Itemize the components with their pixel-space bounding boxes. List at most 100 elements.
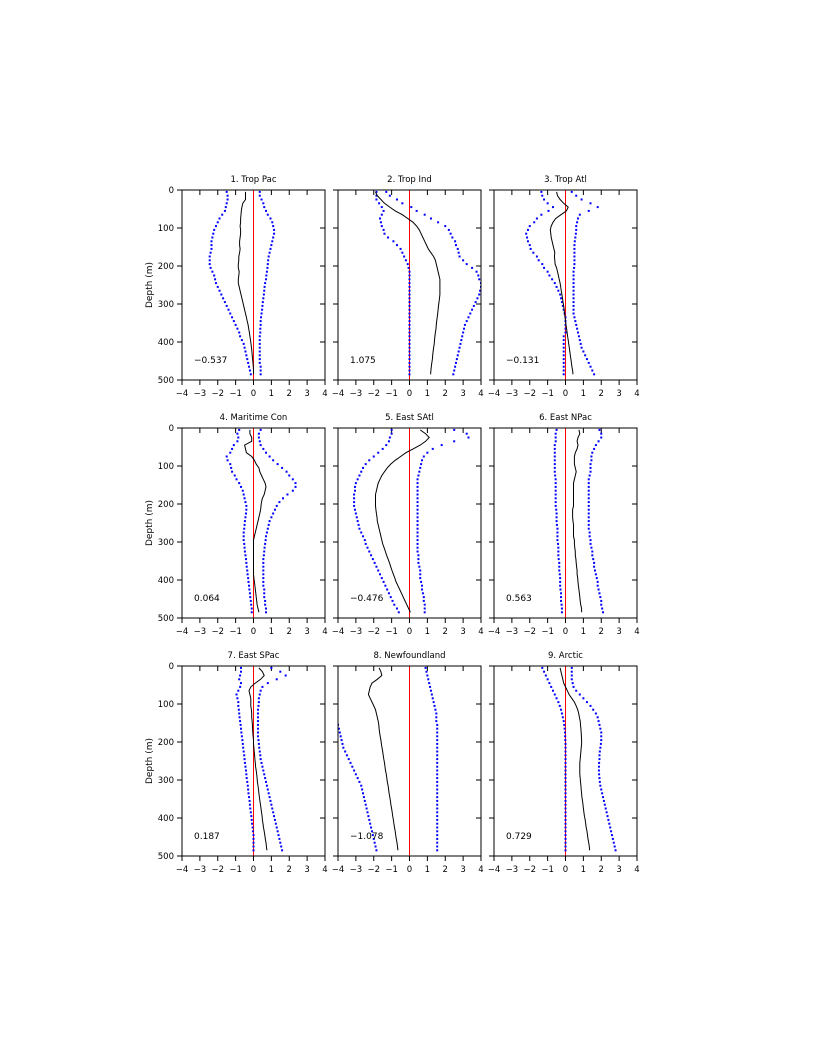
x-tick-label: 1 bbox=[581, 627, 586, 637]
data-point-lower bbox=[560, 607, 563, 610]
data-point-lower bbox=[564, 784, 567, 787]
data-point-upper bbox=[263, 289, 266, 292]
data-point-lower bbox=[564, 837, 567, 840]
data-point-upper bbox=[436, 731, 439, 734]
data-point-upper bbox=[477, 274, 480, 277]
series-lower-dots bbox=[235, 666, 255, 852]
data-point-lower bbox=[554, 504, 557, 507]
x-tick-label: −4 bbox=[176, 627, 189, 637]
data-point-upper bbox=[256, 731, 259, 734]
data-point-lower bbox=[243, 761, 246, 764]
data-point-lower bbox=[238, 331, 241, 334]
data-point-upper bbox=[572, 297, 575, 300]
data-point-upper bbox=[264, 599, 267, 602]
data-point-lower bbox=[408, 365, 411, 368]
data-point-lower bbox=[544, 674, 547, 677]
data-point-lower bbox=[358, 780, 361, 783]
x-tick-label: −4 bbox=[488, 627, 501, 637]
data-point-lower bbox=[370, 554, 373, 557]
data-point-lower bbox=[237, 708, 240, 711]
data-point-lower bbox=[356, 777, 359, 780]
data-point-lower bbox=[249, 596, 252, 599]
data-point-upper bbox=[573, 266, 576, 269]
data-point-lower bbox=[554, 497, 557, 500]
data-point-upper bbox=[256, 727, 259, 730]
data-point-lower bbox=[543, 266, 546, 269]
data-point-upper bbox=[572, 685, 575, 688]
x-tick-label: 1 bbox=[581, 865, 586, 875]
data-point-upper bbox=[425, 670, 428, 673]
data-point-lower bbox=[218, 217, 221, 220]
data-point-upper bbox=[269, 217, 272, 220]
data-point-lower bbox=[554, 436, 557, 439]
data-point-upper bbox=[614, 849, 617, 852]
data-point-upper bbox=[587, 209, 590, 212]
data-point-upper bbox=[444, 225, 447, 228]
data-point-upper bbox=[570, 670, 573, 673]
data-point-upper bbox=[436, 788, 439, 791]
data-point-lower bbox=[354, 512, 357, 515]
data-point-upper bbox=[262, 293, 265, 296]
data-point-lower bbox=[397, 611, 400, 614]
data-point-upper bbox=[284, 674, 287, 677]
data-point-lower bbox=[564, 327, 567, 330]
x-tick-label: −3 bbox=[194, 627, 207, 637]
data-point-lower bbox=[375, 565, 378, 568]
data-point-upper bbox=[257, 739, 260, 742]
panel-frame bbox=[337, 665, 482, 857]
data-point-lower bbox=[368, 459, 371, 462]
data-point-upper bbox=[259, 428, 262, 431]
data-point-lower bbox=[248, 799, 251, 802]
data-point-upper bbox=[575, 225, 578, 228]
data-point-upper bbox=[572, 308, 575, 311]
data-point-upper bbox=[479, 289, 481, 292]
x-tick-label: 0 bbox=[407, 865, 412, 875]
data-point-lower bbox=[555, 697, 558, 700]
data-point-upper bbox=[574, 320, 577, 323]
data-point-lower bbox=[379, 573, 382, 576]
data-point-upper bbox=[266, 213, 269, 216]
data-point-lower bbox=[555, 508, 558, 511]
data-point-lower bbox=[408, 346, 411, 349]
x-tick-label: −4 bbox=[176, 389, 189, 399]
data-point-upper bbox=[436, 723, 439, 726]
data-point-lower bbox=[249, 373, 252, 376]
y-tick-label: 100 bbox=[158, 224, 174, 234]
data-point-lower bbox=[559, 588, 562, 591]
data-point-lower bbox=[211, 236, 214, 239]
data-point-lower bbox=[380, 206, 383, 209]
panel-annotation: 1.075 bbox=[350, 356, 376, 366]
data-point-lower bbox=[555, 428, 558, 431]
data-point-upper bbox=[416, 512, 419, 515]
data-point-lower bbox=[210, 244, 213, 247]
data-point-lower bbox=[247, 788, 250, 791]
series-mean-line bbox=[244, 429, 267, 613]
data-point-lower bbox=[213, 274, 216, 277]
data-point-lower bbox=[245, 777, 248, 780]
data-point-upper bbox=[436, 803, 439, 806]
data-point-upper bbox=[273, 815, 276, 818]
panel-frame bbox=[181, 427, 326, 619]
data-point-upper bbox=[454, 240, 457, 243]
data-point-upper bbox=[272, 811, 275, 814]
data-point-upper bbox=[416, 531, 419, 534]
data-point-lower bbox=[551, 278, 554, 281]
data-point-upper bbox=[256, 708, 259, 711]
data-point-lower bbox=[369, 822, 372, 825]
data-point-lower bbox=[555, 516, 558, 519]
data-point-lower bbox=[372, 455, 375, 458]
data-point-lower bbox=[386, 588, 389, 591]
data-point-upper bbox=[594, 712, 597, 715]
data-point-upper bbox=[263, 592, 266, 595]
data-point-upper bbox=[262, 554, 265, 557]
data-point-upper bbox=[258, 194, 261, 197]
data-point-upper bbox=[588, 531, 591, 534]
x-tick-label: 4 bbox=[322, 865, 327, 875]
data-point-upper bbox=[573, 247, 576, 250]
data-point-upper bbox=[600, 436, 603, 439]
data-point-upper bbox=[401, 202, 404, 205]
data-point-upper bbox=[423, 607, 426, 610]
data-point-upper bbox=[587, 482, 590, 485]
data-point-upper bbox=[582, 697, 585, 700]
data-point-upper bbox=[275, 826, 278, 829]
